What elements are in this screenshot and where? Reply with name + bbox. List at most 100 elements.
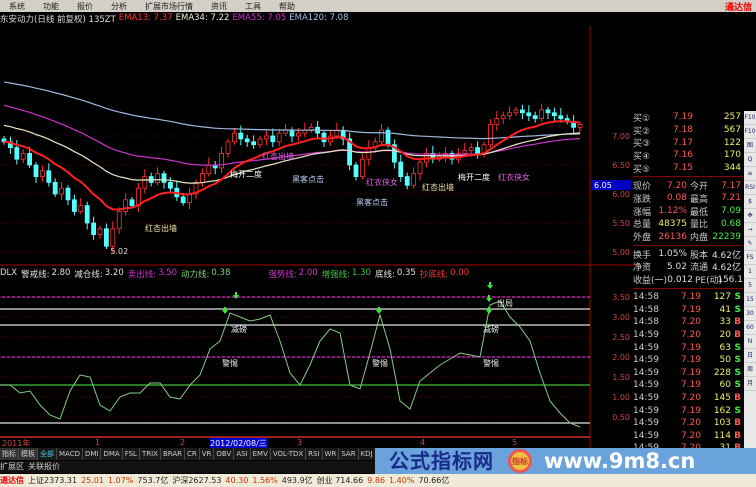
tick-price: 7.19 (680, 355, 701, 366)
toolbar-button[interactable]: 1 (744, 265, 756, 279)
stat-label: 量比 (690, 220, 709, 231)
toolbar-button[interactable]: Q (744, 153, 756, 167)
tick-row: 14:58 7.19 127 S (633, 291, 743, 304)
indicator-tab[interactable]: DMA (101, 448, 123, 460)
tick-row: 14:59 7.20 114 B (633, 429, 743, 442)
bid-row: 买④ 7.16 170 (633, 149, 743, 162)
indicator-line-value: 0.38 (211, 268, 231, 278)
toolbar-button[interactable]: 日 (744, 349, 756, 363)
candle-body (411, 173, 417, 186)
indicator-tab[interactable]: MACD (57, 448, 83, 460)
tick-time: 14:58 (633, 304, 659, 315)
tab-extension[interactable]: 扩展区 (0, 462, 24, 471)
menu-ext-market[interactable]: 扩展市场行情 (145, 1, 193, 11)
indicator-tab[interactable]: SAR (339, 448, 359, 460)
toolbar-button[interactable]: 图 (744, 139, 756, 153)
tick-row: 14:59 7.19 162 S (633, 404, 743, 417)
toolbar-button[interactable]: FS (744, 251, 756, 265)
bid-row: 买⑤ 7.15 344 (633, 162, 743, 175)
tick-volume: 63 (719, 342, 731, 353)
stat-value: 22239 (712, 231, 741, 242)
indicator-tab[interactable]: OBV (214, 448, 235, 460)
tick-side: S (734, 355, 741, 366)
indicator-line-label: 减仓线: (74, 270, 103, 280)
indicator-tab[interactable]: 指标 (0, 448, 19, 460)
status-bar: 通达信 上证2373.31 25.01 1.07% 753.7亿 沪深2627.53 40… (0, 474, 756, 487)
signal-label: 梅开二度 (230, 170, 262, 179)
menu-system[interactable]: 系统 (9, 1, 25, 11)
bid-price: 7.15 (672, 163, 693, 174)
candle-body (398, 161, 404, 178)
ema13-line (3, 120, 581, 211)
toolbar-button[interactable]: 5 (744, 279, 756, 293)
indicator-tab[interactable]: BRAR (161, 448, 185, 460)
candle-body (199, 173, 205, 183)
status-item: 1.07% (108, 476, 134, 485)
indicator-tab[interactable]: VOL-TDX (271, 448, 307, 460)
candle-body (295, 132, 301, 137)
indicator-tab[interactable]: ASI (234, 448, 251, 460)
tick-time: 14:59 (633, 355, 659, 366)
tick-row: 14:59 7.20 103 B (633, 417, 743, 430)
menu-help[interactable]: 帮助 (279, 1, 295, 11)
toolbar-button[interactable]: F10 (744, 125, 756, 139)
banner-logo-text: 指标 (512, 456, 528, 466)
chart-title: 东安动力(日线 前复权) 135ZT EMA13: 7.37 EMA34: 7.… (0, 13, 349, 25)
tick-row: 14:58 7.20 33 B (633, 316, 743, 329)
candle-body (238, 132, 244, 140)
indicator-tab[interactable]: WR (323, 448, 340, 460)
toolbar-button[interactable]: 周 (744, 363, 756, 377)
candle-body (78, 205, 84, 212)
menu-quote[interactable]: 报价 (77, 1, 93, 11)
down-arrow-icon (487, 282, 493, 289)
toolbar-button[interactable]: 30 (744, 307, 756, 321)
indicator-tab[interactable]: 模板 (19, 448, 38, 460)
toolbar-button[interactable]: 15 (744, 293, 756, 307)
tick-volume: 33 (719, 317, 731, 328)
indicator-tab[interactable]: KDJ (359, 448, 375, 460)
indicator-title: DLX 警戒线: 2.80 减仓线: 3.20 卖出线: 3.50 动力线: 0.38 强势线:… (0, 268, 469, 280)
indicator-tab[interactable]: FSL (123, 448, 140, 460)
menu-tools[interactable]: 工具 (245, 1, 261, 11)
toolbar-button[interactable]: 60 (744, 321, 756, 335)
candle-body (257, 138, 263, 146)
indicator-line-value: 3.20 (104, 268, 124, 278)
toolbar-button[interactable]: → (744, 223, 756, 237)
tab-related-quote[interactable]: 关联报价 (28, 462, 60, 471)
indicator-tab[interactable]: VR (200, 448, 215, 460)
stat-value: 0.08 (666, 193, 687, 204)
candle-body (91, 222, 96, 236)
toolbar-button[interactable]: N (744, 335, 756, 349)
candle-body (180, 196, 186, 204)
indicator-tab[interactable]: EMV (251, 448, 271, 460)
candle-body (379, 129, 385, 143)
sub-tabs: 扩展区 关联报价 (0, 461, 375, 473)
fund-value: 4.62亿 (711, 263, 741, 274)
indicator-tab[interactable]: RSI (306, 448, 323, 460)
toolbar-button[interactable]: ✎ (744, 237, 756, 251)
fund-label: 换手 (633, 250, 652, 261)
toolbar-button[interactable]: F10 (744, 111, 756, 125)
menu-info[interactable]: 资讯 (211, 1, 227, 11)
menu-analysis[interactable]: 分析 (111, 1, 127, 11)
kline-chart[interactable]: 7.00 6.50 6.00 5.50 5.00 6.05 5.02 3.50 3.00 2.50… (0, 0, 640, 448)
fund-value: 0.012 (667, 274, 693, 285)
toolbar-button[interactable]: RSI (744, 181, 756, 195)
toolbar-button[interactable]: ✥ (744, 209, 756, 223)
indicator-tab[interactable]: DMI (83, 448, 102, 460)
indicator-tab[interactable]: CR (185, 448, 200, 460)
indicator-line-label: 卖出线: (127, 270, 157, 280)
toolbar-button[interactable]: $ (744, 195, 756, 209)
menu-function[interactable]: 功能 (43, 1, 59, 11)
time-label: 2 (180, 438, 186, 447)
indicator-tab[interactable]: TRIX (140, 448, 161, 460)
indicator-tab[interactable]: 全部 (38, 448, 57, 460)
status-item: 493.9亿 (281, 476, 313, 485)
toolbar-button[interactable]: ≡ (744, 167, 756, 181)
tick-price: 7.20 (680, 317, 701, 328)
fund-label: 股本 (690, 250, 709, 261)
toolbar-button[interactable]: 月 (744, 377, 756, 391)
status-item: 创业 714.66 (316, 476, 364, 485)
candle-body (52, 181, 58, 195)
status-item: 上证2373.31 (28, 476, 78, 485)
